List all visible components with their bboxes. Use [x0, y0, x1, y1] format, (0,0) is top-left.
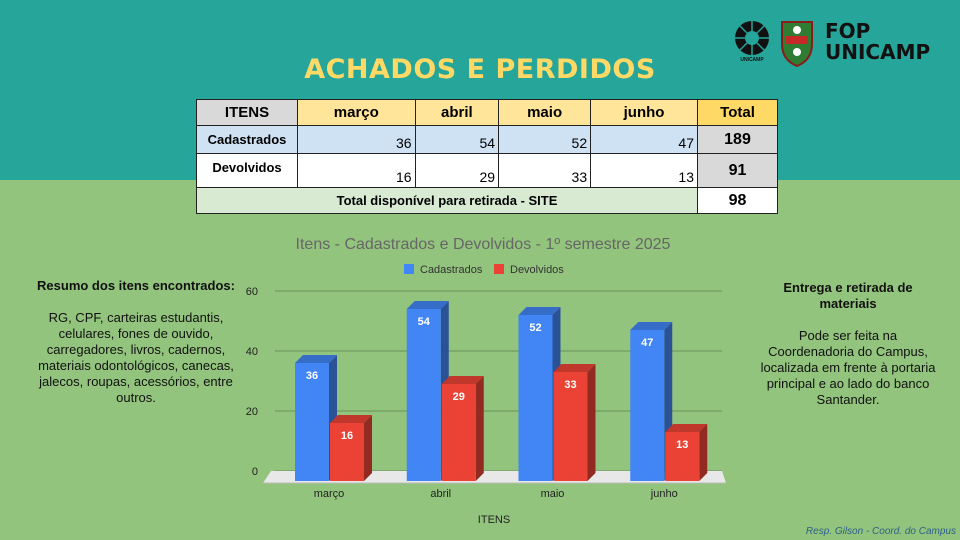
bar-Cadastrados-abril [406, 309, 441, 481]
data-label-Devolvidos-junho: 13 [676, 439, 688, 451]
x-axis-label: ITENS [478, 514, 510, 526]
x-tick-label-3: junho [650, 488, 678, 500]
y-tick-label-2: 40 [246, 346, 258, 358]
bar-side-Devolvidos-junho [699, 424, 708, 481]
table-cell: 16 [297, 153, 416, 188]
left-panel-body: RG, CPF, carteiras estudantis, celulares… [38, 310, 234, 405]
bar-top-Cadastrados-maio [518, 307, 561, 315]
available-total: 98 [697, 187, 778, 214]
bar-top-Cadastrados-junho [630, 322, 673, 330]
unicamp-logo-text: UNICAMP [740, 57, 764, 63]
data-label-Devolvidos-abril: 29 [453, 391, 465, 403]
bar-Devolvidos-março [330, 423, 364, 481]
table-row-devolvidos: Devolvidos 16 29 33 13 91 [196, 153, 778, 188]
table-header-marco: março [297, 99, 416, 126]
bar-Cadastrados-março [295, 363, 329, 481]
chart-floor [263, 471, 726, 483]
logos-graphic [735, 21, 813, 68]
summary-table: ITENS março abril maio junho Total Cadas… [196, 99, 778, 214]
table-cell: 33 [498, 153, 592, 188]
x-tick-label-1: abril [430, 488, 451, 500]
bar-top-Devolvidos-março [330, 415, 372, 423]
table-cell: 47 [590, 125, 698, 154]
data-label-Devolvidos-março: 16 [341, 430, 353, 442]
data-label-Devolvidos-maio: 33 [564, 379, 576, 391]
x-tick-label-2: maio [541, 488, 565, 500]
legend-label-1: Devolvidos [510, 264, 564, 276]
right-info-panel: Entrega e retirada de materiais Pode ser… [758, 280, 938, 408]
page-title: ACHADOS E PERDIDOS [304, 54, 656, 85]
available-label: Total disponível para retirada - SITE [196, 187, 698, 214]
bar-Devolvidos-maio [553, 372, 588, 481]
y-tick-label-0: 0 [252, 466, 258, 478]
bar-Cadastrados-maio [518, 315, 553, 481]
fop-unicamp-logo-text: FOP UNICAMP [825, 21, 930, 63]
bar-Cadastrados-junho [630, 330, 665, 481]
table-cell: 13 [590, 153, 698, 188]
legend-swatch-1 [494, 264, 504, 274]
data-label-Cadastrados-abril: 54 [418, 316, 431, 328]
logo-area: UNICAMP FOP UNICAMP [730, 18, 950, 68]
table-header-maio: maio [498, 99, 592, 126]
y-tick-label-1: 20 [246, 406, 258, 418]
y-tick-label-3: 60 [246, 286, 258, 298]
data-label-Cadastrados-março: 36 [306, 370, 318, 382]
bar-top-Cadastrados-abril [406, 301, 449, 309]
table-row-available: Total disponível para retirada - SITE 98 [196, 187, 778, 214]
fop-logo-line1: FOP [825, 19, 871, 43]
table-header-total: Total [697, 99, 778, 126]
left-info-panel: Resumo dos itens encontrados: RG, CPF, c… [36, 278, 236, 406]
legend-swatch-0 [404, 264, 414, 274]
chart-title: Itens - Cadastrados e Devolvidos - 1º se… [296, 236, 671, 253]
bar-side-Devolvidos-abril [475, 376, 484, 481]
right-panel-heading: Entrega e retirada de materiais [783, 280, 913, 311]
data-label-Cadastrados-maio: 52 [529, 322, 541, 334]
row-label: Devolvidos [196, 153, 298, 188]
bar-side-Devolvidos-março [364, 415, 372, 481]
bar-Devolvidos-junho [665, 432, 700, 481]
right-panel-body: Pode ser feita na Coordenadoria do Campu… [760, 328, 936, 407]
bar-Devolvidos-abril [441, 384, 476, 481]
table-header-junho: junho [590, 99, 698, 126]
bar-top-Cadastrados-março [295, 355, 337, 363]
table-cell: 29 [414, 153, 500, 188]
legend-label-0: Cadastrados [420, 264, 483, 276]
bar-top-Devolvidos-maio [553, 364, 596, 372]
table-header-row: ITENS março abril maio junho Total [196, 99, 778, 126]
footer-credit: Resp. Gilson - Coord. do Campus [805, 526, 956, 537]
table-cell: 36 [297, 125, 416, 154]
unicamp-logo-icon [735, 21, 769, 55]
fop-crest-icon [781, 21, 813, 68]
row-label: Cadastrados [196, 125, 298, 154]
data-label-Cadastrados-junho: 47 [641, 337, 653, 349]
left-panel-heading: Resumo dos itens encontrados: [37, 278, 235, 293]
bar-side-Devolvidos-maio [587, 364, 596, 481]
table-header-itens: ITENS [196, 99, 298, 126]
row-total: 189 [697, 125, 778, 154]
table-cell: 52 [498, 125, 592, 154]
fop-logo-line2: UNICAMP [825, 40, 931, 64]
row-total: 91 [697, 153, 778, 188]
bar-top-Devolvidos-abril [441, 376, 484, 384]
table-header-abril: abril [414, 99, 500, 126]
bar-top-Devolvidos-junho [665, 424, 708, 432]
x-tick-label-0: março [314, 488, 345, 500]
